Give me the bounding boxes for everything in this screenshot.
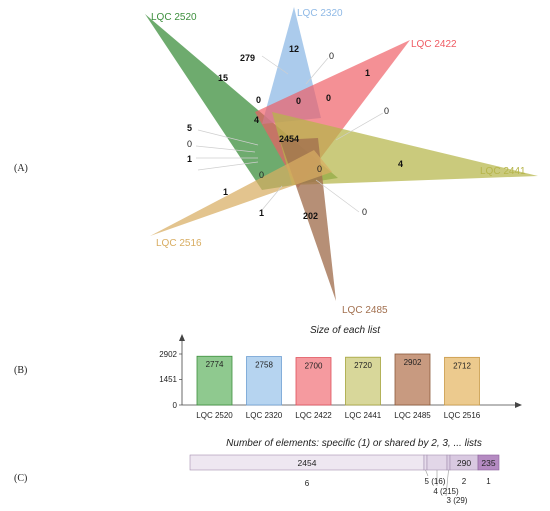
venn-label-lqc2520: LQC 2520 [151,12,197,23]
venn-count: 2454 [279,134,299,144]
panel-labels: (A) (B) (C) [14,163,28,484]
bar-value-label: 2774 [206,360,224,369]
venn-count: 4 [254,115,259,125]
bar-lqc2516 [444,356,480,406]
bar-chart: Size of each list 2902 1451 0 2774 LQC 25… [159,325,522,420]
venn-count: 0 [384,106,389,116]
bar-lqc2441 [345,356,381,406]
bar-category-label: LQC 2422 [295,411,332,420]
venn-count: 12 [289,44,299,54]
venn-count: 1 [223,187,228,197]
shared-value-1: 235 [481,458,495,468]
bar-category-label: LQC 2485 [394,411,431,420]
bar-lqc2422 [295,357,332,406]
shared-segment-3 [446,454,451,471]
panel-label-b: (B) [14,365,27,376]
shared-label-3: 3 (29) [447,496,468,505]
venn-count: 1 [259,208,264,218]
venn-label-lqc2422: LQC 2422 [411,39,457,50]
bar-category-label: LQC 2320 [246,411,283,420]
venn-region-counts: 279 12 15 1 0 0 0 4 5 2454 1 4 1 1 202 [187,44,403,221]
bar-value-label: 2758 [255,361,273,370]
venn-count: 0 [326,93,331,103]
y-tick-label: 2902 [159,350,177,359]
bar-lqc2320 [246,356,282,406]
bar-value-label: 2720 [354,361,372,370]
shared-segment-4 [426,454,448,471]
venn-label-lqc2516: LQC 2516 [156,238,202,249]
venn-count: 1 [365,68,370,78]
bar-value-label: 2700 [305,362,323,371]
bar-chart-x-arrow [515,402,522,408]
y-tick-label: 1451 [159,375,177,384]
shared-segment-1 [477,454,500,471]
shared-value-2: 290 [457,458,471,468]
venn-count: 0 [317,164,322,174]
bar-chart-title: Size of each list [310,325,381,336]
venn-count: 202 [303,211,318,221]
venn-count: 1 [187,154,192,164]
shared-chart-title: Number of elements: specific (1) or shar… [226,438,482,449]
venn-diagram [145,7,538,301]
bar-chart-y-arrow [179,334,185,341]
venn-count: 0 [362,207,367,217]
venn-count: 0 [187,139,192,149]
shared-label-6: 6 [305,479,310,488]
shared-label-4: 4 (215) [433,487,459,496]
venn-region-counts-zero: 0 0 0 0 0 0 [187,51,389,217]
venn-count: 15 [218,73,228,83]
bar-chart-y-ticks: 2902 1451 0 [159,350,182,410]
venn-count: 0 [259,170,264,180]
venn-count: 0 [329,51,334,61]
bar-lqc2520 [196,355,233,406]
venn-label-lqc2320: LQC 2320 [297,8,343,19]
shared-segment-5 [423,454,428,471]
shared-segment-values: 2454 290 235 [298,458,496,468]
venn-label-lqc2485: LQC 2485 [342,305,388,316]
panel-label-c: (C) [14,473,27,484]
venn-set-lqc2441 [272,112,538,185]
bar-lqc2485 [394,353,431,406]
shared-label-2: 2 [462,477,467,486]
bar-value-label: 2902 [404,358,422,367]
bar-category-label: LQC 2441 [345,411,382,420]
venn-count: 4 [398,159,403,169]
venn-label-lqc2441: LQC 2441 [480,166,526,177]
y-tick-label: 0 [173,401,178,410]
venn-count: 279 [240,53,255,63]
shared-category-labels: 6 5 (16) 4 (215) 3 (29) 2 1 [305,477,492,505]
panel-label-a: (A) [14,163,28,174]
venn-count: 5 [187,123,192,133]
bar-value-label: 2712 [453,361,471,370]
venn-count: 0 [296,96,301,106]
venn-set-labels: LQC 2520 LQC 2320 LQC 2422 LQC 2441 LQC … [151,8,526,316]
bar-category-label: LQC 2520 [196,411,233,420]
shared-label-5: 5 (16) [425,477,446,486]
bar-category-label: LQC 2516 [444,411,481,420]
shared-value-6: 2454 [298,458,317,468]
shared-leader-lines [425,469,449,497]
bar-chart-bars: 2774 LQC 2520 2758 LQC 2320 2700 LQC 2422 2720… [196,353,481,420]
venn-leader-lines [195,55,384,213]
shared-label-1: 1 [486,477,491,486]
venn-set-lqc2516 [150,150,332,236]
venn-count: 0 [256,95,261,105]
shared-chart: Number of elements: specific (1) or shar… [189,438,500,505]
